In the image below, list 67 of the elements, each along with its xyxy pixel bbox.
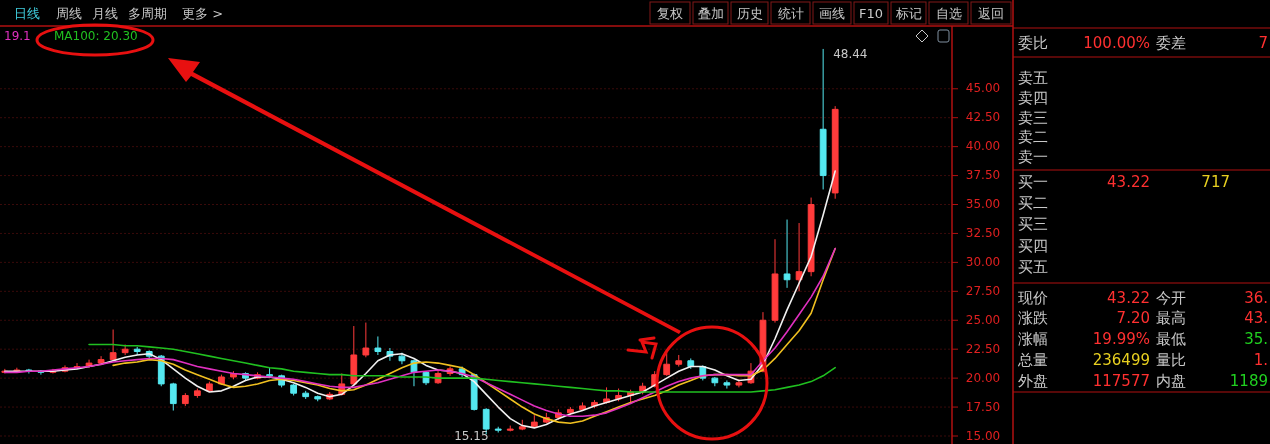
y-tick-label: 30.00 (965, 254, 1001, 269)
text: 历史 (736, 5, 763, 21)
text: 卖四 (1018, 88, 1048, 107)
text: 卖二 (1018, 127, 1048, 146)
y-tick-label: 15.00 (965, 428, 1001, 443)
y-tick-label: 40.00 (965, 139, 1001, 154)
text: 117577 (1092, 371, 1150, 390)
text: 卖五 (1018, 68, 1048, 87)
text: 36. (1244, 288, 1268, 307)
y-tick-label: 20.00 (965, 370, 1001, 385)
text: 总量 (1017, 350, 1048, 369)
text: MA100: 20.30 (54, 28, 138, 43)
text: 43.22 (1107, 288, 1150, 307)
text: 返回 (978, 5, 1004, 21)
text: 买二 (1018, 193, 1048, 212)
text: 日线 (14, 5, 40, 21)
y-tick-label: 37.50 (965, 168, 1001, 183)
text: 43. (1244, 308, 1268, 327)
text: 19.1 (4, 28, 31, 43)
y-tick-label: 35.00 (965, 197, 1001, 212)
text: 更多 > (182, 5, 224, 21)
text: 卖三 (1018, 108, 1048, 127)
text: 现价 (1018, 288, 1048, 307)
text: 叠加 (697, 5, 724, 21)
text: 内盘 (1156, 371, 1186, 390)
text: 最低 (1156, 329, 1186, 348)
text: 周线 (56, 5, 82, 21)
text: 买一 (1018, 172, 1048, 191)
text: 外盘 (1018, 371, 1048, 390)
y-tick-label: 17.50 (965, 399, 1001, 414)
text: 7 (1258, 33, 1268, 52)
y-tick-label: 22.50 (965, 341, 1001, 356)
text: 多周期 (128, 5, 167, 21)
text: 复权 (657, 5, 683, 21)
text: 涨跌 (1018, 308, 1048, 327)
text: 1. (1253, 350, 1268, 369)
text: 委比 (1018, 33, 1048, 52)
y-tick-label: 42.50 (965, 110, 1001, 125)
text: 7.20 (1116, 308, 1150, 327)
text: 委差 (1156, 33, 1186, 52)
text: 买三 (1018, 214, 1048, 233)
text: 1189 (1229, 371, 1268, 390)
text: 买五 (1018, 257, 1048, 276)
y-tick-label: 32.50 (965, 225, 1001, 240)
text: 画线 (819, 5, 845, 21)
text: 236499 (1092, 350, 1150, 369)
text: 自选 (935, 5, 962, 21)
text: 19.99% (1092, 329, 1150, 348)
y-tick-label: 25.00 (965, 312, 1001, 327)
text: 717 (1201, 172, 1230, 191)
y-tick-label: 45.00 (965, 81, 1001, 96)
text: 卖一 (1018, 147, 1048, 166)
text: 100.00% (1083, 33, 1150, 52)
text: 统计 (777, 5, 804, 21)
text: 涨幅 (1018, 329, 1048, 348)
text: 月线 (92, 5, 118, 21)
text: 今开 (1156, 288, 1186, 307)
annotation: 15.15 (454, 428, 489, 443)
annotation: 48.44 (833, 47, 868, 62)
y-tick-label: 27.50 (965, 283, 1001, 298)
text: 量比 (1156, 350, 1186, 369)
text: 标记 (894, 5, 922, 21)
text: 最高 (1156, 308, 1186, 327)
text: F10 (858, 5, 884, 21)
text: 买四 (1018, 236, 1048, 255)
text: 43.22 (1107, 172, 1150, 191)
text: 35. (1244, 329, 1268, 348)
